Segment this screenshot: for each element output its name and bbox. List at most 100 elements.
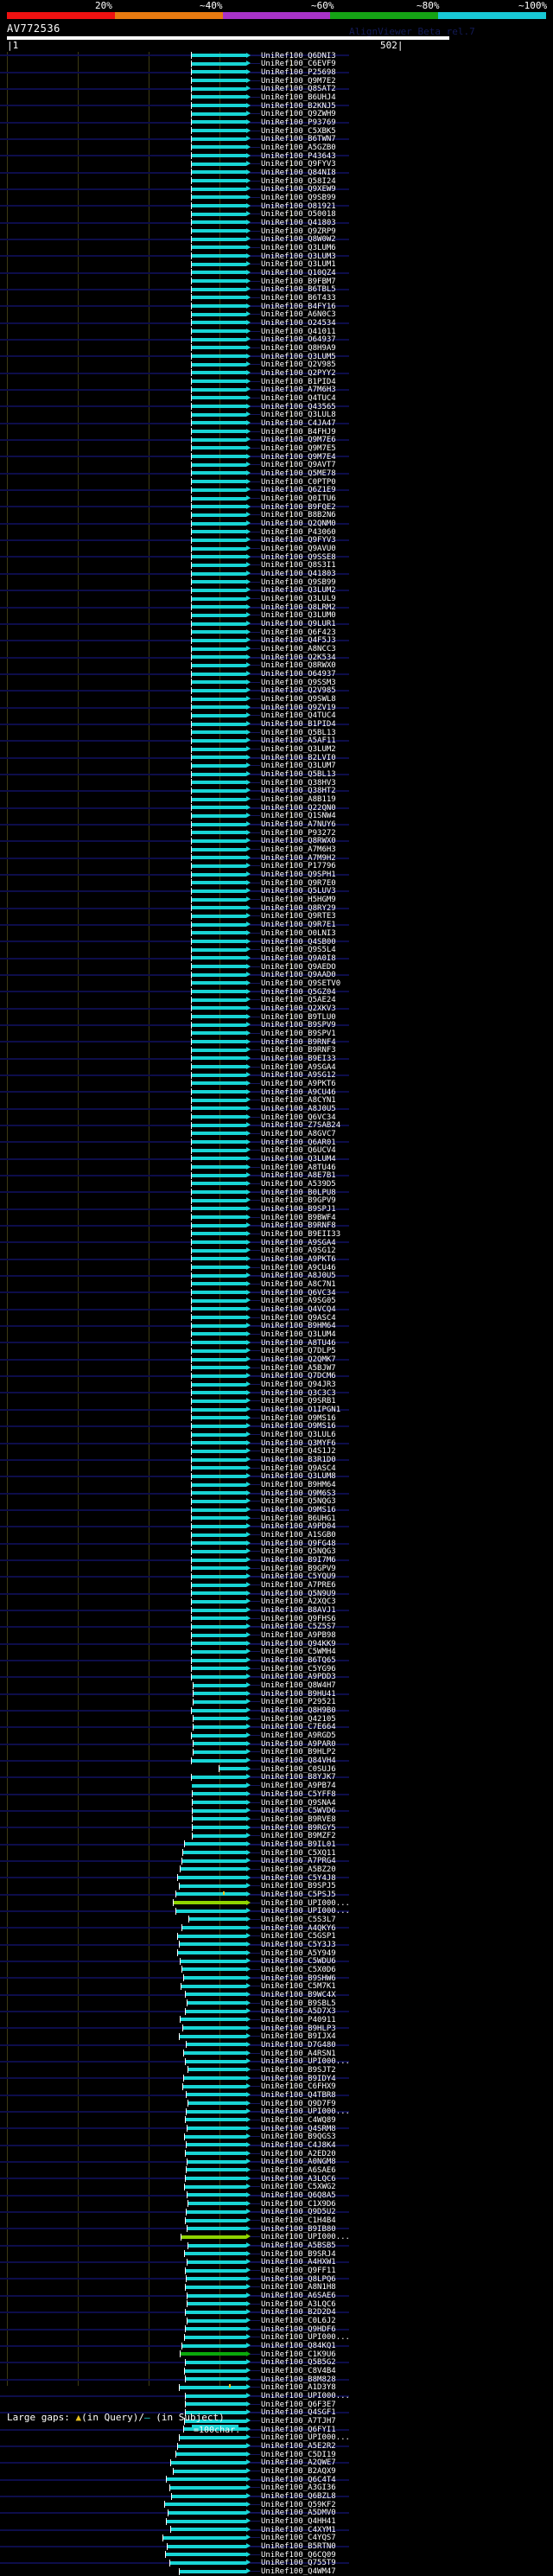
alignment-row[interactable]: UniRef100_Q6Z1E9 <box>0 486 553 495</box>
hsp-bar[interactable] <box>191 162 246 166</box>
alignment-row[interactable]: UniRef100_Q4SB00 <box>0 938 553 947</box>
hsp-bar[interactable] <box>170 2460 246 2464</box>
hsp-bar[interactable] <box>191 1708 246 1712</box>
hsp-bar[interactable] <box>185 2327 246 2331</box>
subject-label[interactable]: UniRef100_Q3LUM3 <box>261 252 336 261</box>
alignment-row[interactable]: UniRef100_B1PID4 <box>0 720 553 730</box>
hsp-bar[interactable] <box>191 1633 246 1637</box>
hsp-bar[interactable] <box>185 2268 246 2273</box>
hsp-bar[interactable] <box>185 2360 246 2364</box>
subject-label[interactable]: UniRef100_Q3LUM4 <box>261 1154 336 1164</box>
alignment-row[interactable]: UniRef100_Q3C3C3 <box>0 1389 553 1398</box>
hsp-bar[interactable] <box>191 220 246 225</box>
hsp-bar[interactable] <box>181 2235 246 2239</box>
hsp-bar[interactable] <box>168 2510 246 2515</box>
alignment-row[interactable]: UniRef100_Q6FYI1 <box>0 2426 553 2434</box>
subject-label[interactable]: UniRef100_Q94JR3 <box>261 1380 336 1389</box>
hsp-bar[interactable] <box>183 2051 246 2056</box>
hsp-bar[interactable] <box>187 2227 246 2231</box>
hsp-bar[interactable] <box>184 2134 246 2139</box>
alignment-row[interactable]: UniRef100_Q2V985 <box>0 686 553 696</box>
subject-label[interactable]: UniRef100_Q6VC34 <box>261 1113 336 1122</box>
subject-label[interactable]: UniRef100_P29521 <box>261 1698 336 1707</box>
subject-label[interactable]: UniRef100_B4FY16 <box>261 302 336 311</box>
alignment-row[interactable]: UniRef100_C5YFF8 <box>0 1790 553 1799</box>
alignment-row[interactable]: UniRef100_A9PDD3 <box>0 1673 553 1682</box>
alignment-row[interactable]: UniRef100_A9SG12 <box>0 1247 553 1256</box>
hsp-bar[interactable] <box>191 1366 246 1370</box>
alignment-row[interactable]: UniRef100_A3GI36 <box>0 2484 553 2493</box>
hsp-bar[interactable] <box>185 2218 246 2222</box>
hsp-bar[interactable] <box>191 321 246 325</box>
hsp-bar[interactable] <box>191 1599 246 1604</box>
subject-label[interactable]: UniRef100_C5Z5S7 <box>261 1623 336 1632</box>
subject-label[interactable]: UniRef100_Q6BZL8 <box>261 2492 336 2502</box>
alignment-row[interactable]: UniRef100_Q9SSE8 <box>0 553 553 562</box>
alignment-row[interactable]: UniRef100_Q8RWX0 <box>0 661 553 671</box>
hsp-bar[interactable] <box>191 655 246 660</box>
hsp-bar[interactable] <box>191 154 246 158</box>
alignment-row[interactable]: UniRef100_Q2K534 <box>0 654 553 662</box>
hsp-bar[interactable] <box>193 1683 246 1687</box>
subject-label[interactable]: UniRef100_B9QGS3 <box>261 2133 336 2142</box>
subject-label[interactable]: UniRef100_Q5BL13 <box>261 770 336 780</box>
alignment-row[interactable]: UniRef100_B9HLP2 <box>0 1748 553 1757</box>
hsp-bar[interactable] <box>187 2293 246 2298</box>
alignment-row[interactable]: UniRef100_B8AVJ1 <box>0 1606 553 1616</box>
hsp-bar[interactable] <box>191 1583 246 1587</box>
subject-label[interactable]: UniRef100_A4QKY6 <box>261 1923 336 1933</box>
alignment-row[interactable]: UniRef100_Q9AVT7 <box>0 461 553 470</box>
hsp-bar[interactable] <box>193 1699 246 1704</box>
subject-label[interactable]: UniRef100_B9IL01 <box>261 1840 336 1849</box>
alignment-row[interactable]: UniRef100_B9RVE8 <box>0 1815 553 1824</box>
hsp-bar[interactable] <box>191 1516 246 1521</box>
hsp-bar[interactable] <box>191 1298 246 1303</box>
subject-label[interactable]: UniRef100_Q94KK9 <box>261 1639 336 1648</box>
hsp-bar[interactable] <box>193 1725 246 1729</box>
hsp-bar[interactable] <box>191 1332 246 1336</box>
alignment-row[interactable]: UniRef100_Q3LUM2 <box>0 745 553 755</box>
hsp-bar[interactable] <box>191 990 246 994</box>
alignment-row[interactable]: UniRef100_B9SBL5 <box>0 1999 553 2008</box>
hsp-bar[interactable] <box>191 538 246 542</box>
alignment-row[interactable]: UniRef100_B3R1D0 <box>0 1456 553 1465</box>
subject-label[interactable]: UniRef100_C5WVD6 <box>261 1807 336 1816</box>
alignment-row[interactable]: UniRef100_Q1SNW4 <box>0 812 553 821</box>
alignment-row[interactable]: UniRef100_C5Y4J8 <box>0 1874 553 1883</box>
hsp-bar[interactable] <box>191 1090 246 1094</box>
hsp-bar[interactable] <box>191 747 246 751</box>
hsp-bar[interactable] <box>185 2402 246 2407</box>
subject-label[interactable]: UniRef100_B8B2N6 <box>261 511 336 520</box>
hsp-bar[interactable] <box>188 1917 246 1922</box>
alignment-row[interactable]: UniRef100_Q9D5U2 <box>0 2208 553 2217</box>
hsp-bar[interactable] <box>187 2318 246 2323</box>
hsp-bar[interactable] <box>191 1733 246 1738</box>
alignment-row[interactable]: UniRef100_A9PB98 <box>0 1631 553 1641</box>
subject-label[interactable]: UniRef100_O64937 <box>261 335 336 345</box>
hsp-bar[interactable] <box>185 2009 246 2013</box>
hsp-bar[interactable] <box>180 1959 246 1963</box>
alignment-row[interactable]: UniRef100_A8TU46 <box>0 1164 553 1172</box>
alignment-row[interactable]: UniRef100_Q9S5L4 <box>0 946 553 955</box>
alignment-row[interactable]: UniRef100_A5BZ20 <box>0 1865 553 1874</box>
hsp-bar[interactable] <box>191 1482 246 1487</box>
hsp-bar[interactable] <box>191 822 246 826</box>
alignment-row[interactable]: UniRef100_Q9RTE3 <box>0 912 553 921</box>
alignment-row[interactable]: UniRef100_C5XWG2 <box>0 2183 553 2192</box>
subject-label[interactable]: UniRef100_B9SPJ5 <box>261 1882 336 1891</box>
subject-label[interactable]: UniRef100_UPI000... <box>261 2057 350 2067</box>
subject-label[interactable]: UniRef100_A9CU46 <box>261 1263 336 1272</box>
hsp-bar[interactable] <box>191 1758 246 1763</box>
subject-label[interactable]: UniRef100_B8YJK7 <box>261 1773 336 1782</box>
subject-label[interactable]: UniRef100_B2D2D4 <box>261 2308 336 2318</box>
alignment-row[interactable]: UniRef100_B9IL01 <box>0 1840 553 1849</box>
hsp-bar[interactable] <box>191 86 246 91</box>
hsp-bar[interactable] <box>191 1123 246 1127</box>
hsp-bar[interactable] <box>193 1750 246 1754</box>
alignment-row[interactable]: UniRef100_Q9ASC4 <box>0 1314 553 1323</box>
subject-label[interactable]: UniRef100_A8J0U5 <box>261 1104 336 1113</box>
alignment-row[interactable]: UniRef100_B1PID4 <box>0 378 553 386</box>
subject-label[interactable]: UniRef100_Q58I24 <box>261 176 336 186</box>
hsp-bar[interactable] <box>191 730 246 735</box>
hsp-bar[interactable] <box>184 2335 246 2339</box>
